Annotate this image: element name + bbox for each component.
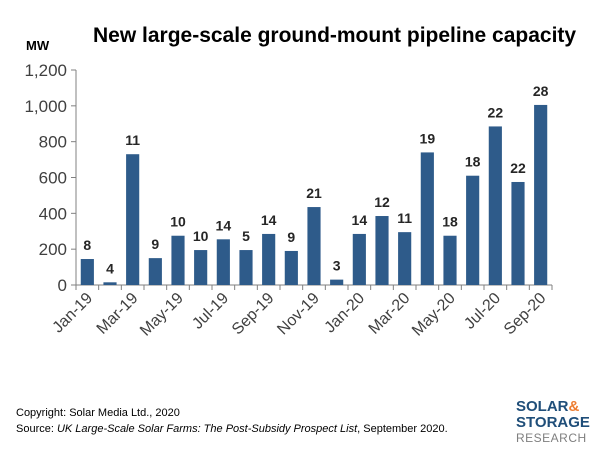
bar <box>216 239 230 285</box>
bar-value-label: 14 <box>216 217 232 233</box>
x-tick-label: May-20 <box>409 290 459 340</box>
y-tick-label: 0 <box>58 276 67 295</box>
bar <box>398 232 412 285</box>
bar <box>262 233 276 285</box>
bar <box>284 250 298 285</box>
bar <box>194 250 208 285</box>
x-tick-label: Jan-19 <box>50 290 97 337</box>
bar <box>511 181 525 285</box>
x-tick-label: Sep-20 <box>501 290 550 339</box>
bar <box>466 175 480 285</box>
bar <box>103 282 117 285</box>
bar-value-label: 19 <box>420 130 436 146</box>
bar-value-label: 14 <box>352 212 368 228</box>
bar <box>126 154 140 285</box>
bar <box>443 235 457 285</box>
x-tick-label: Jul-19 <box>189 290 232 333</box>
bar <box>80 259 94 285</box>
bar-value-label: 5 <box>242 228 250 244</box>
x-tick-label: Sep-19 <box>229 290 278 339</box>
bar <box>148 258 162 285</box>
bar-value-label: 11 <box>125 132 140 148</box>
logo-line-storage: STORAGE <box>516 414 590 431</box>
y-tick-label: 200 <box>39 240 67 259</box>
bar <box>534 104 548 285</box>
solar-storage-research-logo: SOLAR& STORAGE RESEARCH <box>516 398 598 448</box>
source-prefix: Source: <box>16 423 57 435</box>
x-tick-label: Nov-19 <box>274 290 323 339</box>
y-tick-label: 800 <box>39 133 67 152</box>
bar <box>420 152 434 285</box>
x-tick-label: Mar-20 <box>366 290 414 338</box>
bar <box>307 207 321 285</box>
x-tick-label: Jul-20 <box>461 290 504 333</box>
y-tick-label: 1,200 <box>24 61 67 80</box>
bar-value-label: 4 <box>106 260 114 276</box>
bar-value-label: 22 <box>510 160 526 176</box>
bar-value-label: 14 <box>261 212 277 228</box>
bar-chart: 0 200 400 600 800 1,000 1,200 8 Jan-19 4 11 Mar-19 9… <box>24 61 553 340</box>
y-tick-label: 400 <box>39 204 67 223</box>
bar-value-label: 28 <box>533 83 549 99</box>
copyright-note: Copyright: Solar Media Ltd., 2020 <box>16 407 180 419</box>
logo-line-solar: SOLAR& <box>516 398 580 415</box>
source-title: UK Large-Scale Solar Farms: The Post-Sub… <box>56 423 358 435</box>
chart-title: New large-scale ground-mount pipeline ca… <box>93 24 577 47</box>
bar <box>375 216 389 285</box>
bar <box>171 235 185 285</box>
bar-value-label: 21 <box>306 185 322 201</box>
y-axis-unit-label: MW <box>26 38 50 53</box>
bar <box>488 126 502 285</box>
bar-value-label: 22 <box>488 104 504 120</box>
bar <box>352 233 366 285</box>
bar-value-label: 11 <box>397 210 412 226</box>
bar-value-label: 10 <box>170 214 186 230</box>
bar <box>239 250 253 285</box>
bar-value-label: 12 <box>374 194 390 210</box>
y-tick-label: 1,000 <box>24 97 67 116</box>
y-tick-label: 600 <box>39 169 67 188</box>
bar-value-label: 8 <box>83 237 91 253</box>
bar-value-label: 3 <box>333 258 341 274</box>
x-tick-label: Mar-19 <box>94 290 142 338</box>
bar-value-label: 9 <box>287 229 295 245</box>
bar <box>330 279 344 285</box>
bar-value-label: 18 <box>465 154 481 170</box>
source-note: Source: UK Large-Scale Solar Farms: The … <box>16 423 448 435</box>
bar-value-label: 9 <box>151 236 159 252</box>
logo-line-research: RESEARCH <box>516 431 587 445</box>
x-tick-label: Jan-20 <box>322 290 369 337</box>
x-tick-label: May-19 <box>137 290 187 340</box>
source-suffix: , September 2020. <box>357 423 448 435</box>
bar-value-label: 18 <box>442 214 458 230</box>
bar-value-label: 10 <box>193 228 209 244</box>
